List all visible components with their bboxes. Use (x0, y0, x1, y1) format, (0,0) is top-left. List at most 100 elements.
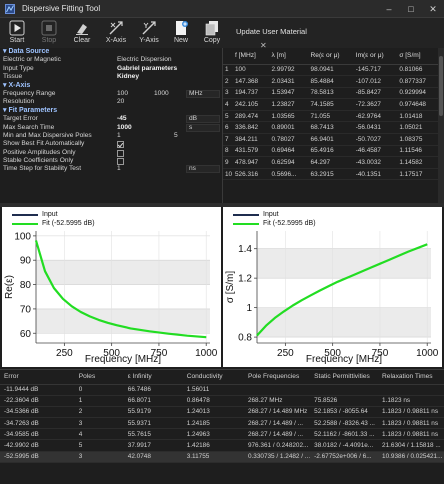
results-cell[interactable]: 21.6304 / 1.15818 ... (378, 439, 444, 452)
data-col-real[interactable]: Re(ε or μ) (308, 48, 354, 65)
section-fit-parameters[interactable]: ▾ Fit Parameters (3, 106, 58, 114)
prop-stable-coefficients[interactable]: Stable Coefficients Only (0, 157, 222, 166)
prop-resolution[interactable]: Resolution 20 (3, 98, 125, 106)
results-cell[interactable]: 1.56011 (182, 384, 244, 396)
results-cell[interactable]: 0.330735 / 1.2482 / ... (243, 451, 311, 463)
results-row[interactable]: -52.5995 dB 3 42.0748 3.11755 0.330735 / 1.2… (0, 451, 444, 463)
section-data-source[interactable]: ▾ Data Source (3, 48, 50, 55)
prop-min-max-poles[interactable]: Min and Max Dispersive Poles 1 5 (3, 131, 178, 139)
table-cell[interactable]: 100 (235, 66, 246, 74)
table-cell[interactable]: 1.17517 (399, 170, 423, 178)
table-cell[interactable]: 3 (225, 89, 229, 97)
table-cell[interactable]: 10 (225, 170, 233, 178)
results-row[interactable]: -11.9444 dB 0 66.7486 1.56011 (0, 384, 444, 396)
results-cell[interactable]: 268.27 / 14.489 / ... (243, 428, 311, 441)
prop-show-best-fit[interactable]: Show Best Fit Automatically (0, 140, 222, 149)
table-cell[interactable]: 194.737 (235, 89, 259, 97)
data-col-imag[interactable]: Im(ε or μ) (353, 48, 398, 65)
resolution-input[interactable]: 20 (117, 98, 125, 106)
results-cell[interactable] (243, 384, 311, 396)
prop-input-type[interactable]: Input Type Gabriel parameters (3, 64, 178, 72)
results-cell[interactable]: 1.1823 / 0.98811 ns (378, 406, 444, 419)
results-row[interactable]: -22.3604 dB 1 66.8071 0.86478 268.27 MHz 75.8… (0, 395, 444, 407)
table-cell[interactable]: -62.9764 (355, 112, 381, 120)
results-cell[interactable]: -11.9444 dB (0, 384, 75, 396)
splitter[interactable] (0, 203, 444, 207)
results-cell[interactable]: 268.27 MHz (243, 395, 311, 407)
table-cell[interactable]: -43.0032 (355, 159, 381, 167)
table-cell[interactable]: 336.842 (235, 124, 259, 132)
data-col-wavelength[interactable]: λ [m] (269, 48, 309, 65)
table-cell[interactable]: 64.297 (310, 159, 331, 167)
table-cell[interactable]: 1.08375 (399, 135, 423, 143)
minimize-button[interactable]: – (386, 4, 392, 14)
table-row[interactable]: 3 194.737 1.53947 78.5813 -85.8427 0.929994 (223, 87, 439, 99)
table-cell[interactable]: 65.4916 (310, 147, 334, 155)
results-cell[interactable]: -34.7263 dB (0, 417, 75, 430)
table-cell[interactable]: 2.03431 (271, 77, 295, 85)
results-cell[interactable]: 52.1162 / -8601.33 ... (310, 428, 379, 441)
table-cell[interactable]: -107.012 (355, 77, 381, 85)
table-cell[interactable]: -56.0431 (355, 124, 381, 132)
table-cell[interactable]: 0.78027 (271, 135, 295, 143)
table-cell[interactable]: 0.62594 (271, 159, 295, 167)
table-cell[interactable]: 1.01418 (399, 112, 423, 120)
frequency-min-input[interactable]: 100 (117, 89, 129, 97)
results-col-relaxation-times[interactable]: Relaxation Times (378, 370, 444, 385)
target-error-unit[interactable]: dB (186, 115, 220, 124)
table-cell[interactable]: -40.1351 (355, 170, 381, 178)
table-cell[interactable]: 289.474 (235, 112, 259, 120)
table-cell[interactable]: 63.2915 (310, 170, 334, 178)
table-cell[interactable]: 0.89001 (271, 124, 295, 132)
table-cell[interactable]: 1.05021 (399, 124, 423, 132)
results-cell[interactable]: 0.86478 (182, 395, 244, 407)
results-cell[interactable]: 1 (74, 395, 124, 407)
new-button[interactable]: New (166, 18, 196, 48)
table-cell[interactable]: 1.53947 (271, 89, 295, 97)
table-cell[interactable]: 85.4884 (310, 77, 334, 85)
positive-amplitudes-checkbox[interactable] (117, 149, 124, 157)
min-poles-input[interactable]: 1 (117, 131, 121, 139)
results-cell[interactable]: 1.24963 (182, 428, 244, 441)
plot-conductivity[interactable]: 250 500 750 1000 0.8 1 1.2 1.4 Frequency [MHz] σ … (223, 207, 442, 367)
results-cell[interactable]: 66.8071 (123, 395, 183, 407)
start-button[interactable]: Start (2, 18, 32, 48)
input-type-value[interactable]: Gabriel parameters (117, 64, 178, 72)
table-cell[interactable]: 242.105 (235, 101, 259, 109)
results-cell[interactable]: 55.7615 (123, 428, 183, 441)
prop-frequency-range[interactable]: Frequency Range 100 1000 MHz (0, 89, 222, 98)
table-cell[interactable]: 78.5813 (310, 89, 334, 97)
results-col-error[interactable]: Error (0, 370, 75, 385)
table-row[interactable]: 2 147.368 2.03431 85.4884 -107.012 0.877337 (223, 76, 439, 88)
results-cell[interactable]: 55.9179 (123, 406, 183, 419)
results-cell[interactable]: 10.9386 / 0.025421... (378, 451, 444, 463)
table-cell[interactable]: 0.5696... (271, 170, 297, 178)
max-search-time-unit[interactable]: s (186, 123, 220, 132)
results-col-poles[interactable]: Poles (74, 370, 124, 385)
results-row[interactable]: -34.5366 dB 2 55.9179 1.24013 268.27 / 14.48… (0, 406, 444, 419)
table-cell[interactable]: 66.9401 (310, 135, 334, 143)
table-cell[interactable]: 7 (225, 135, 229, 143)
table-cell[interactable]: 384.211 (235, 135, 258, 143)
table-cell[interactable]: -50.7027 (355, 135, 381, 143)
table-row[interactable]: 7 384.211 0.78027 66.9401 -50.7027 1.08375 (223, 134, 439, 146)
table-cell[interactable]: 1.11546 (399, 147, 422, 155)
table-cell[interactable]: 1 (225, 66, 229, 74)
table-cell[interactable]: 478.947 (235, 159, 259, 167)
time-step-unit[interactable]: ns (186, 165, 220, 174)
stable-coefficients-checkbox[interactable] (117, 158, 124, 166)
results-cell[interactable]: 268.27 / 14.489 / ... (243, 417, 311, 430)
results-cell[interactable] (378, 384, 444, 396)
table-cell[interactable]: 526.316 (235, 170, 259, 178)
scrollbar-thumb[interactable] (439, 56, 443, 116)
table-cell[interactable]: 0.69464 (271, 147, 295, 155)
results-cell[interactable]: 1.42186 (182, 439, 244, 452)
table-cell[interactable]: -85.8427 (355, 89, 381, 97)
results-cell[interactable]: -42.9902 dB (0, 439, 75, 452)
data-col-index[interactable] (223, 48, 233, 65)
results-row[interactable]: -42.9902 dB 5 37.9917 1.42186 976.361 / 0.24… (0, 439, 444, 452)
results-cell[interactable]: 1.1823 / 0.98811 ns (378, 428, 444, 441)
table-cell[interactable]: 431.579 (235, 147, 259, 155)
table-row[interactable]: 8 431.579 0.69464 65.4916 -46.4587 1.11546 (223, 145, 439, 157)
results-cell[interactable]: 3.11755 (182, 451, 244, 463)
